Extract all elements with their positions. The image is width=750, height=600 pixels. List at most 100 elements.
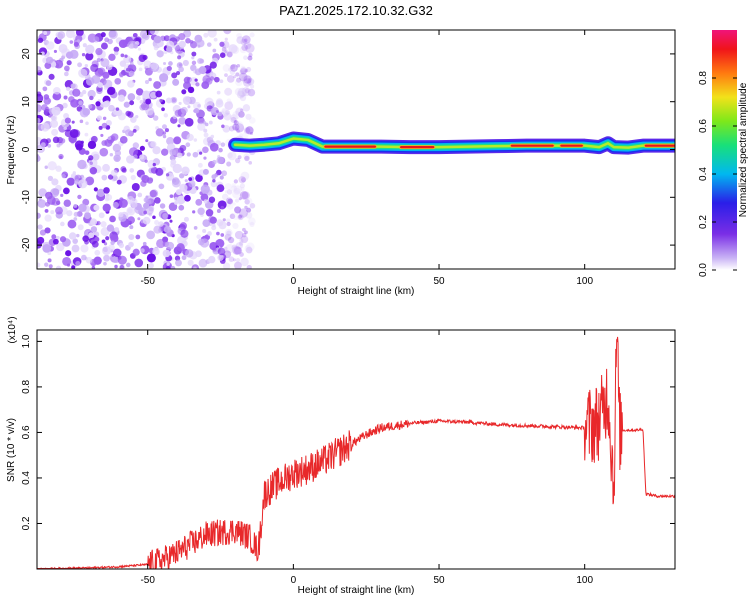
noise-speck bbox=[208, 255, 216, 264]
noise-speck bbox=[176, 152, 183, 159]
noise-speck bbox=[179, 222, 188, 230]
noise-speck bbox=[96, 115, 103, 121]
noise-speck bbox=[90, 226, 98, 233]
noise-speck bbox=[195, 174, 203, 182]
noise-speck bbox=[102, 71, 110, 79]
noise-speck bbox=[107, 136, 112, 141]
y-tick-label: 0.6 bbox=[21, 425, 32, 439]
noise-speck bbox=[65, 51, 74, 59]
noise-speck bbox=[43, 30, 48, 35]
noise-speck bbox=[239, 94, 247, 102]
noise-speck bbox=[241, 191, 250, 200]
noise-speck bbox=[220, 205, 225, 210]
noise-speck bbox=[37, 224, 43, 230]
noise-speck bbox=[39, 229, 47, 236]
noise-speck bbox=[147, 110, 155, 117]
noise-speck bbox=[145, 98, 152, 105]
noise-speck bbox=[54, 59, 64, 69]
noise-speck bbox=[77, 194, 82, 200]
spectrogram-y-ticks: -20 -10 0 10 20 bbox=[21, 48, 675, 252]
noise-speck bbox=[212, 247, 217, 252]
noise-speck bbox=[125, 68, 130, 72]
noise-speck bbox=[37, 66, 42, 73]
noise-speck bbox=[96, 58, 101, 63]
noise-speck bbox=[226, 161, 232, 167]
noise-speck bbox=[44, 209, 49, 213]
noise-speck bbox=[231, 45, 240, 55]
noise-speck bbox=[168, 61, 173, 66]
noise-speck bbox=[238, 214, 243, 219]
noise-speck bbox=[53, 49, 58, 54]
noise-speck bbox=[166, 46, 173, 53]
noise-speck bbox=[131, 183, 140, 191]
noise-speck bbox=[146, 253, 156, 263]
noise-speck bbox=[55, 265, 62, 269]
noise-speck bbox=[181, 166, 190, 175]
noise-speck bbox=[166, 262, 170, 266]
noise-speck bbox=[47, 258, 52, 263]
noise-speck bbox=[165, 265, 171, 269]
noise-speck bbox=[203, 132, 209, 138]
noise-speck bbox=[174, 109, 182, 117]
noise-speck bbox=[197, 207, 205, 215]
figure-title: PAZ1.2025.172.10.32.G32 bbox=[279, 3, 433, 18]
noise-speck bbox=[178, 33, 186, 41]
noise-speck bbox=[152, 162, 156, 167]
noise-speck bbox=[162, 213, 169, 219]
noise-speck bbox=[166, 65, 172, 72]
noise-speck bbox=[73, 217, 78, 221]
noise-speck bbox=[37, 37, 44, 43]
noise-speck bbox=[75, 30, 84, 37]
noise-speck bbox=[172, 114, 178, 120]
y-tick-label: 0.2 bbox=[21, 516, 32, 530]
noise-speck bbox=[72, 88, 81, 97]
noise-speck bbox=[178, 101, 182, 105]
noise-speck bbox=[169, 148, 177, 156]
noise-speck bbox=[238, 249, 243, 253]
noise-speck bbox=[114, 227, 120, 232]
noise-speck bbox=[203, 128, 208, 133]
noise-speck bbox=[248, 161, 253, 165]
noise-speck bbox=[117, 255, 127, 265]
noise-speck bbox=[45, 80, 52, 86]
noise-speck bbox=[90, 64, 99, 73]
noise-speck bbox=[244, 38, 248, 42]
noise-speck bbox=[56, 143, 61, 148]
noise-speck bbox=[108, 30, 118, 40]
noise-speck bbox=[206, 42, 212, 47]
noise-speck bbox=[208, 120, 213, 125]
noise-speck bbox=[37, 262, 41, 268]
noise-speck bbox=[171, 72, 178, 79]
noise-speck bbox=[197, 116, 205, 125]
noise-speck bbox=[175, 189, 182, 196]
noise-speck bbox=[144, 79, 150, 85]
noise-speck bbox=[98, 125, 103, 130]
noise-speck bbox=[239, 133, 243, 138]
noise-speck bbox=[244, 245, 252, 253]
noise-speck bbox=[227, 152, 233, 159]
noise-speck bbox=[118, 72, 124, 77]
noise-speck bbox=[117, 94, 126, 102]
noise-speck bbox=[224, 87, 233, 96]
noise-speck bbox=[217, 111, 223, 117]
noise-speck bbox=[203, 32, 209, 38]
noise-speck bbox=[194, 34, 203, 43]
noise-speck bbox=[42, 241, 51, 251]
noise-speck bbox=[228, 67, 233, 72]
noise-speck bbox=[174, 200, 178, 205]
noise-speck bbox=[44, 214, 52, 222]
noise-speck bbox=[64, 65, 70, 72]
noise-speck bbox=[124, 54, 128, 58]
noise-speck bbox=[114, 149, 122, 157]
noise-speck bbox=[37, 117, 41, 124]
noise-speck bbox=[202, 168, 209, 175]
noise-speck bbox=[243, 75, 252, 84]
noise-speck bbox=[78, 100, 83, 106]
noise-speck bbox=[89, 95, 94, 101]
noise-speck bbox=[209, 61, 217, 69]
noise-speck bbox=[72, 171, 76, 175]
noise-speck bbox=[239, 46, 247, 54]
noise-speck bbox=[179, 144, 187, 152]
noise-speck bbox=[84, 64, 88, 68]
noise-speck bbox=[241, 232, 247, 238]
